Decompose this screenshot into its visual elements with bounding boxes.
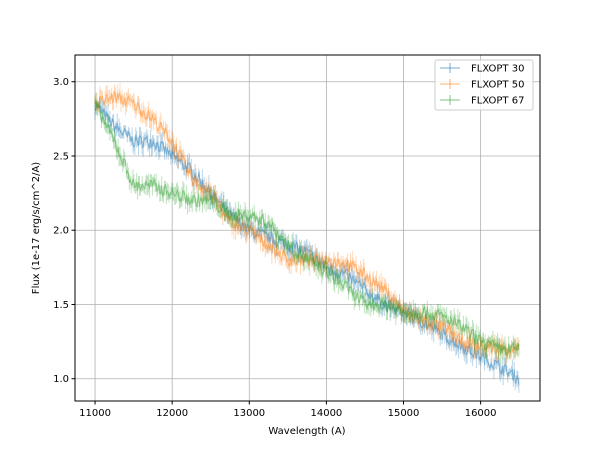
x-tick-label: 11000 xyxy=(79,408,111,419)
grid xyxy=(75,55,540,401)
error-bars xyxy=(94,82,520,364)
series-line xyxy=(94,103,520,385)
error-bars xyxy=(94,92,520,364)
legend: FLXOPT 30 FLXOPT 50 FLXOPT 67 xyxy=(434,59,534,111)
y-tick-label: 2.0 xyxy=(53,226,69,237)
ticks: 11000 12000 13000 14000 15000 16000 1.0 1.5 2.0 2… xyxy=(53,77,496,419)
series-flxopt-30 xyxy=(94,99,520,393)
plot-frame xyxy=(74,54,541,402)
series-layer xyxy=(94,82,520,393)
x-tick-label: 15000 xyxy=(388,408,420,419)
legend-label: FLXOPT 30 xyxy=(471,64,524,75)
legend-item: FLXOPT 50 xyxy=(440,79,524,91)
x-tick-label: 14000 xyxy=(310,408,342,419)
x-tick-label: 13000 xyxy=(233,408,265,419)
legend-label: FLXOPT 67 xyxy=(471,96,524,107)
series-line xyxy=(94,100,520,356)
series-flxopt-67 xyxy=(94,92,520,364)
y-axis-label: Flux (1e-17 erg/s/cm^2/A) xyxy=(31,162,42,294)
legend-item: FLXOPT 67 xyxy=(440,95,524,107)
x-tick-label: 12000 xyxy=(156,408,188,419)
x-axis-label: Wavelength (A) xyxy=(268,426,345,437)
error-bars xyxy=(94,99,520,393)
legend-label: FLXOPT 50 xyxy=(471,80,524,91)
y-tick-label: 2.5 xyxy=(53,151,69,162)
series-line xyxy=(94,90,520,357)
series-flxopt-50 xyxy=(94,82,520,364)
legend-item: FLXOPT 30 xyxy=(440,63,524,75)
x-tick-label: 16000 xyxy=(465,408,497,419)
y-tick-label: 1.0 xyxy=(53,374,69,385)
y-tick-label: 1.5 xyxy=(53,300,69,311)
y-tick-label: 3.0 xyxy=(53,77,69,88)
legend-frame xyxy=(434,59,534,111)
